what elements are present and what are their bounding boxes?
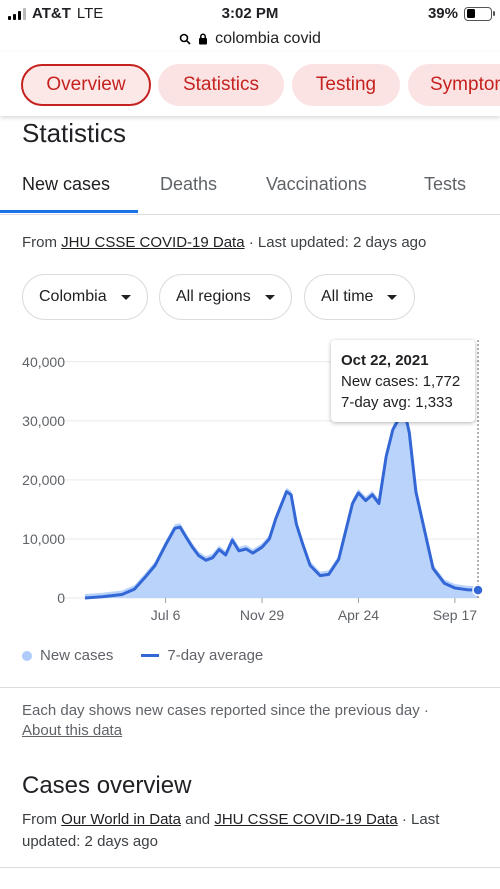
y-tick-label: 30,000 [22,413,65,429]
tooltip-date: Oct 22, 2021 [341,352,429,369]
overview-mid: and [180,811,215,828]
chevron-down-icon [387,294,398,300]
divider [0,867,500,868]
new-cases-chart[interactable]: 0 10,000 20,000 30,000 40,000 Jul 6 Nov 29 Apr … [0,330,500,640]
note-separator: · [419,702,429,719]
tab-tests[interactable]: Tests [424,174,467,194]
divider [0,687,500,688]
url-bar[interactable]: colombia covid [0,28,500,50]
line-legend-swatch [141,654,160,657]
signal-icon [8,7,26,20]
chip-nav: Overview Statistics Testing Symptoms [0,52,500,116]
note-text: Each day shows new cases reported since … [22,702,420,719]
region-label: All regions [176,288,251,305]
country-label: Colombia [39,288,107,305]
chevron-down-icon [264,294,275,300]
status-right: 39% [427,5,495,22]
overview-last-updated: · Last updated: 2 days ago [22,811,440,850]
overview-source: From Our World in Data and JHU CSSE COVI… [22,809,462,853]
data-source: From JHU CSSE COVID-19 Data · Last updat… [22,234,426,251]
search-icon [179,33,191,45]
source-link[interactable]: JHU CSSE COVID-19 Data [61,234,245,251]
source-prefix: From [22,234,62,251]
chip-symptoms[interactable]: Symptoms [408,64,500,106]
data-note: Each day shows new cases reported since … [22,701,472,741]
network: LTE [76,5,104,22]
about-data-link[interactable]: About this data [22,722,123,739]
tab-vaccinations[interactable]: Vaccinations [266,174,367,194]
legend-new-cases: New cases [40,647,114,664]
x-tick-label: Sep 17 [433,607,478,623]
region-dropdown[interactable]: All regions [159,274,292,320]
y-tick-label: 40,000 [22,354,65,370]
owid-link[interactable]: Our World in Data [61,811,181,828]
y-tick-label: 20,000 [22,472,65,488]
cases-overview-title: Cases overview [22,772,192,799]
carrier: AT&T [32,5,71,22]
active-tab-indicator [0,210,138,213]
chip-statistics[interactable]: Statistics [158,64,284,106]
y-tick-label: 10,000 [22,531,65,547]
status-bar: AT&T LTE 3:02 PM 39% [0,0,500,28]
x-tick-label: Jul 6 [151,607,181,623]
url-text: colombia covid [215,30,321,47]
tab-new-cases[interactable]: New cases [22,174,111,194]
status-left: AT&T LTE [8,5,103,22]
section-title: Statistics [22,118,127,148]
hover-point [472,584,484,596]
y-tick-label: 0 [57,590,65,606]
tooltip-avg: 7-day avg: 1,333 [341,394,453,411]
lock-icon [199,33,208,45]
legend-7day-avg: 7-day average [167,647,264,664]
jhu-link[interactable]: JHU CSSE COVID-19 Data [214,811,398,828]
chart-svg: 0 10,000 20,000 30,000 40,000 Jul 6 Nov 29 Apr … [22,340,484,623]
battery-icon [464,6,495,21]
tab-deaths[interactable]: Deaths [160,174,218,194]
chart-tooltip: Oct 22, 2021 New cases: 1,772 7-day avg:… [331,340,475,422]
last-updated: · Last updated: 2 days ago [244,234,427,251]
time-range-dropdown[interactable]: All time [304,274,415,320]
chevron-down-icon [120,294,131,300]
bars-legend-swatch [22,650,32,661]
chip-testing[interactable]: Testing [292,64,400,106]
tooltip-new-cases: New cases: 1,772 [341,373,461,390]
x-tick-label: Apr 24 [338,607,379,623]
battery-percent: 39% [427,5,458,22]
chip-overview[interactable]: Overview [21,64,151,106]
time-range-label: All time [321,288,374,305]
chart-legend: New cases 7-day average [22,647,263,664]
country-dropdown[interactable]: Colombia [22,274,148,320]
overview-prefix: From [22,811,62,828]
stat-tabs: New cases Deaths Vaccinations Tests [0,160,500,215]
status-time: 3:02 PM [221,5,279,22]
x-tick-label: Nov 29 [240,607,285,623]
